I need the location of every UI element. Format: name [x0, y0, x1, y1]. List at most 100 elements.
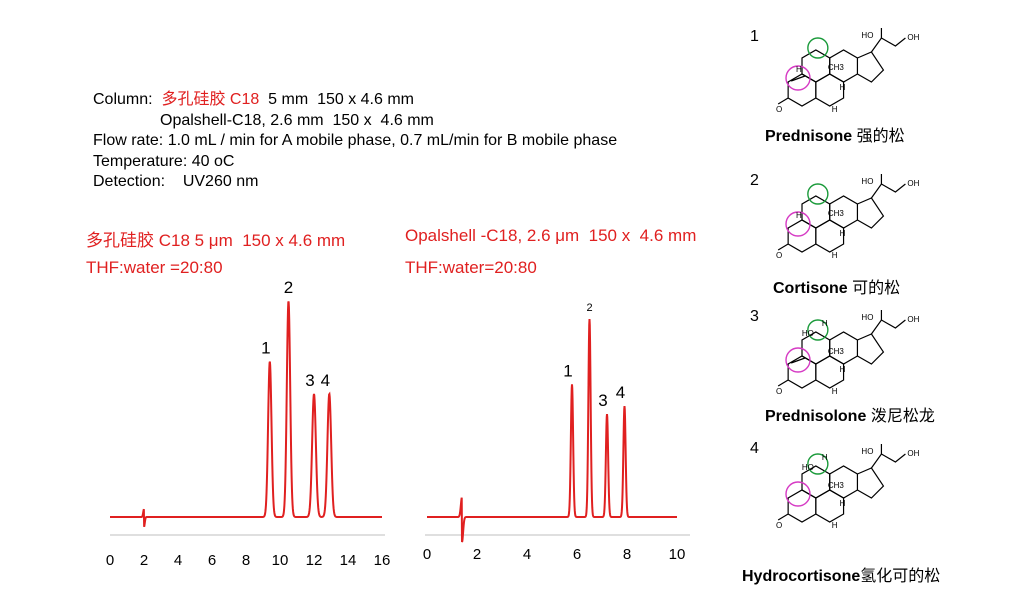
- atom-label: H: [796, 211, 802, 220]
- peak-labels: 1 2 3 4: [261, 280, 330, 390]
- structure-4-image: O HO OH HO H CH3 H H: [776, 444, 920, 530]
- atom-label: O: [776, 521, 782, 530]
- chart-2-subtitle: THF:water=20:80: [405, 258, 537, 277]
- atom-label: OH: [907, 315, 919, 324]
- chromatogram-trace: [110, 301, 382, 528]
- column-line: Column: 多孔硅胶 C18 5 mm 150 x 4.6 mm: [93, 90, 617, 111]
- conditions-block: Column: 多孔硅胶 C18 5 mm 150 x 4.6 mm Opals…: [93, 90, 617, 193]
- carbonyl-bond: [777, 379, 789, 387]
- x-tick-labels: 0 2 4 6 8 10: [423, 546, 686, 563]
- c11-highlight-circle: [807, 37, 829, 59]
- column-1-name: 多孔硅胶 C18: [161, 91, 260, 108]
- side-chain-bond: [870, 453, 906, 469]
- x-tick-label: 16: [374, 552, 391, 569]
- double-bond: [790, 75, 806, 82]
- column-2-line: Opalshell-C18, 2.6 mm 150 x 4.6 mm: [160, 111, 434, 129]
- carbonyl-bond: [777, 243, 789, 251]
- temperature-line: Temperature: 40 oC: [93, 152, 235, 170]
- peak-label: 2: [586, 302, 592, 314]
- x-tick-label: 14: [340, 552, 357, 569]
- ring-bond: [857, 197, 885, 229]
- atom-label: H: [840, 499, 846, 508]
- atom-label: OH: [907, 179, 919, 188]
- structure-3-name-cn: 泼尼松龙: [870, 408, 935, 425]
- atom-label: H: [832, 387, 838, 396]
- atom-label: H: [832, 251, 838, 260]
- chart-1-subtitle: THF:water =20:80: [86, 258, 223, 277]
- structure-2-name: Cortisone 可的松: [773, 274, 900, 298]
- atom-label: HO: [861, 177, 873, 186]
- structure-4-name: Hydrocortisone氢化可的松: [742, 562, 940, 586]
- structure-4-name-cn: 氢化可的松: [860, 568, 941, 585]
- c11-highlight-circle: [807, 183, 829, 205]
- x-tick-label: 10: [669, 546, 686, 563]
- peak-label: 3: [305, 371, 314, 390]
- column-label: Column:: [93, 91, 153, 108]
- c11-highlight-circle: [807, 453, 829, 475]
- atom-label: H: [840, 365, 846, 374]
- structure-2-image: O HO OH H CH3 H H: [776, 174, 920, 260]
- ring-a-highlight-circle: [785, 481, 811, 507]
- structure-1-name-en: Prednisone: [765, 128, 853, 145]
- x-tick-label: 8: [242, 552, 250, 569]
- carbonyl-bond: [777, 513, 789, 521]
- peak-label: 4: [321, 371, 330, 390]
- structure-2-number: 2: [750, 172, 759, 189]
- structure-1-name: Prednisone 强的松: [765, 122, 905, 146]
- x-tick-label: 4: [174, 552, 182, 569]
- atom-label: OH: [907, 33, 919, 42]
- x-tick-label: 8: [623, 546, 631, 563]
- atom-label: H: [796, 65, 802, 74]
- x-tick-label: 4: [523, 546, 531, 563]
- atom-label: H: [840, 229, 846, 238]
- ring-a-highlight-circle: [785, 211, 811, 237]
- peak-labels: 1 2 3 4: [563, 302, 625, 410]
- detection-line: Detection: UV260 nm: [93, 173, 259, 190]
- atom-label: O: [776, 105, 782, 114]
- chromatogram-trace: [427, 318, 677, 543]
- column-1-spec: 5 mm 150 x 4.6 mm: [268, 91, 414, 108]
- atom-label: H: [832, 521, 838, 530]
- atom-label: CH3: [828, 481, 845, 490]
- peak-label: 4: [616, 383, 625, 402]
- carbonyl-bond: [777, 97, 789, 105]
- x-tick-label: 6: [208, 552, 216, 569]
- chart-2-title: Opalshell -C18, 2.6 μm 150 x 4.6 mm: [405, 226, 697, 245]
- atom-label: HO: [861, 31, 873, 40]
- chromatogram-2: 0 2 4 6 8 10 123 4: [423, 302, 690, 563]
- x-tick-label: 0: [423, 546, 431, 563]
- x-tick-label: 0: [106, 552, 114, 569]
- structure-3-name: Prednisolone 泼尼松龙: [765, 402, 935, 426]
- peak-label: 3: [598, 391, 607, 410]
- x-tick-label: 12: [306, 552, 323, 569]
- structure-1-name-cn: 强的松: [856, 128, 905, 145]
- peak-label: 2: [284, 280, 293, 297]
- ring-bond: [857, 333, 885, 365]
- atom-label: HO: [802, 463, 814, 472]
- side-chain-bond: [870, 37, 906, 53]
- x-tick-label: 2: [473, 546, 481, 563]
- atom-label: O: [776, 387, 782, 396]
- structure-3-number: 3: [750, 308, 759, 325]
- x-tick-label: 6: [573, 546, 581, 563]
- side-chain-bond: [870, 319, 906, 335]
- atom-label: CH3: [828, 347, 845, 356]
- structure-2-name-cn: 可的松: [852, 280, 901, 297]
- ring-bond: [857, 467, 885, 499]
- atom-label: CH3: [828, 209, 845, 218]
- ring-bond: [857, 51, 885, 83]
- x-tick-label: 10: [272, 552, 289, 569]
- peak-label: 1: [563, 361, 572, 380]
- chromatogram-1: 0 2 4 6 8 10 12 14 16 123 4: [106, 280, 391, 569]
- atom-label: OH: [907, 449, 919, 458]
- atom-label: HO: [861, 313, 873, 322]
- atom-label: H: [822, 453, 828, 462]
- double-bond: [790, 357, 806, 364]
- atom-label: O: [776, 251, 782, 260]
- structure-2-name-en: Cortisone: [773, 280, 848, 297]
- atom-label: CH3: [828, 63, 845, 72]
- side-chain-bond: [870, 183, 906, 199]
- c11-highlight-circle: [807, 319, 829, 341]
- atom-label: HO: [861, 447, 873, 456]
- x-tick-labels: 0 2 4 6 8 10 12 14 16: [106, 552, 391, 569]
